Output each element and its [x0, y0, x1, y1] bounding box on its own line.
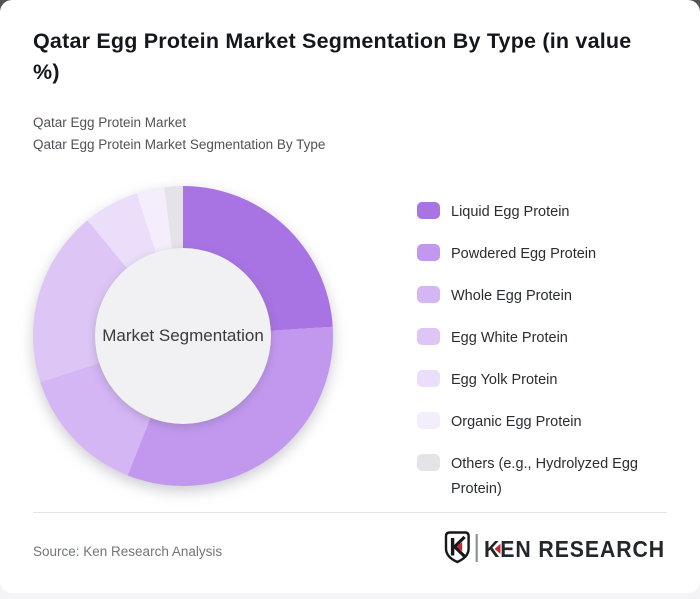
- legend-label: Organic Egg Protein: [451, 414, 582, 430]
- legend-item-powdered-egg-protein[interactable]: Powdered Egg Protein: [417, 242, 669, 267]
- legend-label: Egg Yolk Protein: [451, 372, 558, 388]
- legend-item-organic-egg-protein[interactable]: Organic Egg Protein: [417, 410, 669, 435]
- legend-item-whole-egg-protein[interactable]: Whole Egg Protein: [417, 284, 669, 309]
- legend-swatch: [417, 244, 440, 261]
- chart-title: Qatar Egg Protein Market Segmentation By…: [33, 29, 632, 84]
- legend-label: Others (e.g., Hydrolyzed Egg Protein): [451, 456, 638, 497]
- legend-label: Liquid Egg Protein: [451, 204, 570, 220]
- legend-label: Powdered Egg Protein: [451, 246, 597, 262]
- legend-item-others[interactable]: Others (e.g., Hydrolyzed Egg Protein): [417, 452, 669, 502]
- legend-swatch: [417, 286, 440, 303]
- donut-chart: Market Segmentation: [33, 186, 333, 486]
- legend-swatch: [417, 202, 440, 219]
- source-note: Source: Ken Research Analysis: [33, 544, 223, 559]
- ken-research-logo: KEN RESEARCH: [444, 531, 665, 564]
- legend-label: Whole Egg Protein: [451, 288, 572, 304]
- legend-item-liquid-egg-protein[interactable]: Liquid Egg Protein: [417, 200, 669, 225]
- shield-icon: [444, 531, 470, 564]
- legend-item-egg-yolk-protein[interactable]: Egg Yolk Protein: [417, 368, 669, 393]
- logo-wordmark: KEN RESEARCH: [484, 536, 665, 562]
- legend-swatch: [417, 328, 440, 345]
- legend-swatch: [417, 454, 440, 471]
- subtitle-line-2: Qatar Egg Protein Market Segmentation By…: [33, 136, 326, 152]
- legend-swatch: [417, 412, 440, 429]
- donut-center-label: Market Segmentation: [102, 326, 264, 345]
- donut-center: Market Segmentation: [95, 248, 271, 424]
- logo-separator: [475, 534, 478, 562]
- subtitle-line-1: Qatar Egg Protein Market: [33, 115, 187, 130]
- legend-item-egg-white-protein[interactable]: Egg White Protein: [417, 326, 669, 351]
- footer-divider: [33, 512, 667, 513]
- chart-legend: Liquid Egg Protein Powdered Egg Protein …: [417, 200, 669, 502]
- legend-label: Egg White Protein: [451, 330, 568, 346]
- legend-swatch: [417, 370, 440, 387]
- logo-red-wedge-icon: [494, 543, 501, 554]
- chart-subtitle: Qatar Egg Protein Market Qatar Egg Prote…: [33, 112, 325, 155]
